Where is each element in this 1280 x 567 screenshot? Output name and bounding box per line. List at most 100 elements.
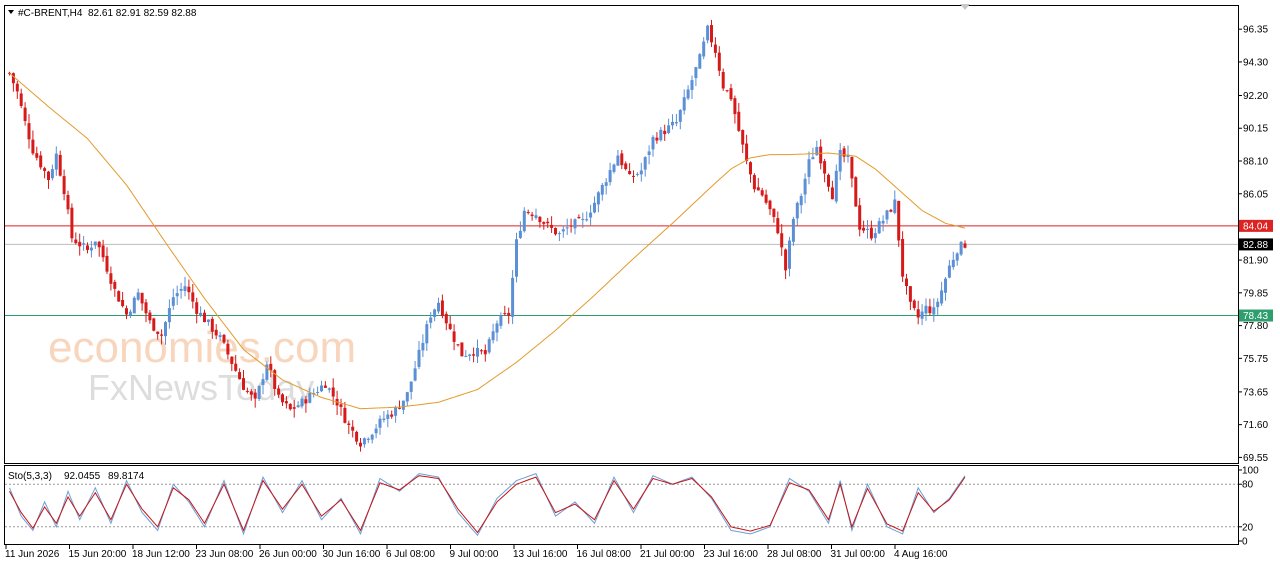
bull-candle	[936, 301, 940, 308]
scroll-shift-marker[interactable]	[960, 4, 970, 10]
bull-candle	[686, 89, 690, 99]
bull-candle	[834, 170, 838, 202]
time-tick-label: 16 Jul 08:00	[577, 549, 632, 560]
bear-candle	[448, 323, 452, 330]
bull-candle	[409, 381, 413, 392]
bull-candle	[175, 293, 179, 297]
bear-candle	[749, 162, 752, 175]
bull-candle	[596, 192, 600, 205]
bear-candle	[963, 243, 967, 248]
bull-candle	[429, 317, 433, 323]
bear-candle	[288, 403, 292, 410]
moving-average-line	[9, 72, 966, 410]
bear-candle	[628, 171, 632, 175]
bear-candle	[460, 342, 464, 357]
main-chart-frame	[4, 5, 1239, 464]
bull-candle	[593, 202, 596, 213]
bear-candle	[733, 98, 737, 115]
bear-candle	[210, 318, 214, 332]
bear-candle	[620, 153, 624, 166]
price-axis: 96.35 94.30 92.20 90.15 88.10 86.05 84.04 82.88…	[1238, 25, 1273, 464]
price-tick-label: 73.65	[1243, 387, 1268, 398]
bear-candle	[772, 208, 776, 217]
bear-candle	[569, 225, 573, 227]
bear-candle	[827, 174, 830, 187]
bull-candle	[690, 80, 694, 90]
bear-candle	[234, 363, 238, 371]
bull-candle	[308, 392, 312, 403]
bear-candle	[503, 313, 507, 315]
bull-candle	[846, 154, 850, 157]
bear-candle	[530, 214, 534, 217]
price-tick-label: 69.55	[1243, 453, 1268, 464]
bull-candle	[924, 305, 928, 314]
price-label-box	[1239, 219, 1273, 232]
bull-candle	[581, 218, 585, 220]
bear-candle	[764, 194, 768, 203]
bull-candle	[947, 265, 951, 278]
bull-candle	[940, 290, 944, 304]
bear-candle	[912, 300, 916, 309]
bull-candle	[659, 129, 663, 141]
stochastic-tick-label: 100	[1242, 466, 1259, 477]
bear-candle	[776, 218, 780, 234]
bear-candle	[109, 273, 113, 284]
bear-candle	[538, 216, 542, 223]
price-tick-label: 90.15	[1243, 124, 1268, 135]
bear-candle	[148, 312, 152, 321]
bear-candle	[15, 83, 19, 92]
bear-candle	[152, 318, 156, 331]
bear-candle	[144, 302, 148, 314]
bear-candle	[339, 404, 343, 407]
bear-candle	[752, 175, 756, 190]
bull-candle	[421, 342, 425, 351]
bull-candle	[218, 335, 222, 337]
bull-candle	[698, 54, 702, 69]
bear-candle	[70, 207, 74, 239]
time-tick-label: 23 Jun 08:00	[196, 549, 254, 560]
time-tick-label: 18 Jun 12:00	[132, 549, 190, 560]
bear-candle	[862, 227, 866, 231]
bear-candle	[35, 153, 39, 158]
bear-candle	[850, 156, 854, 179]
bear-candle	[125, 308, 128, 315]
bear-candle	[780, 233, 784, 248]
bear-candle	[23, 107, 27, 121]
time-tick-label: 31 Jul 00:00	[831, 549, 886, 560]
bear-candle	[101, 245, 105, 258]
bull-candle	[401, 400, 405, 410]
price-tick-label: 71.60	[1243, 420, 1268, 431]
bear-candle	[27, 123, 31, 140]
bull-candle	[694, 67, 698, 79]
bull-candle	[612, 164, 616, 172]
bull-candle	[464, 355, 468, 357]
bear-candle	[191, 292, 195, 302]
bear-candle	[31, 139, 35, 154]
time-tick-label: 26 Jun 00:00	[259, 549, 317, 560]
bull-candle	[815, 147, 819, 156]
bear-candle	[479, 350, 483, 352]
bear-candle	[908, 286, 912, 302]
bull-candle	[589, 212, 593, 218]
stochastic-tick-label: 80	[1242, 480, 1254, 491]
bear-candle	[760, 190, 764, 196]
ohlc-values: 82.61 82.91 82.59 82.88	[88, 8, 197, 19]
bull-candle	[955, 253, 959, 261]
bear-candle	[452, 331, 456, 342]
watermark-brand: economies.com	[48, 323, 356, 372]
bull-candle	[799, 196, 803, 206]
price-tick-label: 77.80	[1243, 321, 1268, 332]
triangle-down-icon[interactable]	[8, 10, 14, 14]
bear-candle	[663, 130, 667, 135]
bear-candle	[472, 354, 476, 356]
bull-candle	[499, 315, 503, 326]
bear-candle	[729, 88, 733, 100]
bear-candle	[281, 394, 284, 403]
bear-candle	[245, 390, 249, 392]
bear-candle	[854, 177, 858, 207]
bull-candle	[320, 385, 323, 392]
bull-candle	[788, 240, 791, 269]
bear-candle	[830, 187, 834, 200]
bear-candle	[655, 137, 659, 141]
